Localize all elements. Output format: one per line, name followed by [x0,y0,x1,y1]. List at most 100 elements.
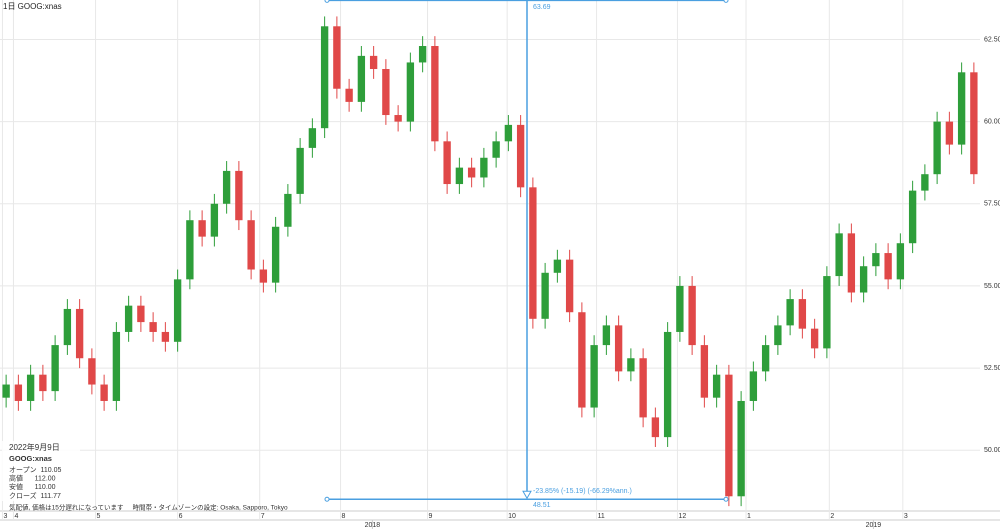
candle-body [676,285,684,332]
candle-body [492,141,500,158]
info-box [2,441,80,501]
year-label: 2018 [365,522,381,529]
candle-body [908,190,917,244]
candle-body [835,233,843,277]
candle-body [712,374,721,398]
candle-body [296,147,304,194]
candle-body [504,124,513,142]
x-tick-label: 4 [14,513,18,520]
candle-body [565,259,574,313]
candle-body [124,305,133,332]
candle-body [235,170,243,221]
candle-body [798,299,807,329]
candle-body [443,141,451,185]
candle-body [186,220,194,280]
candle-body [345,88,353,102]
candle-body [590,345,598,408]
y-tick-label: 55.00 [984,283,1000,290]
x-tick-label: 2 [830,513,834,520]
measure-handle [324,0,330,3]
candle-body [222,170,231,204]
candle-body [529,187,537,319]
candle-body [51,345,59,392]
candle-body [541,272,549,319]
candle-body [553,259,562,273]
info-row: オープン 110.05 [9,466,61,474]
candle-body [847,233,856,293]
candle-body [357,55,366,102]
candle-body [418,46,427,63]
candle-body [957,72,966,145]
candle-body [970,72,978,175]
candle-body [651,417,660,438]
info-row: 安値 110.00 [9,482,56,491]
candle-body [308,128,317,148]
candle-body [2,384,10,398]
candle-body [100,384,108,401]
candle-body [945,121,954,145]
measure-handle [723,0,729,3]
candle-body [75,308,84,359]
candle-body [663,331,672,438]
candle-body [284,193,292,227]
candle-body [737,400,745,497]
candle-body [859,266,868,293]
candle-body [627,358,635,372]
x-tick-label: 10 [508,513,516,520]
candle-body [382,69,390,116]
candle-body [63,308,72,346]
measure-end-label: 48.51 [533,502,551,509]
measure-handle [324,496,330,502]
x-tick-label: 7 [261,513,265,520]
measure-start-label: 63.69 [533,4,551,11]
candle-body [688,285,696,346]
x-tick-label: 8 [342,513,346,520]
info-row: クローズ 111.77 [9,491,61,500]
chart-title: 1日 GOOG:xnas [3,2,62,11]
candle-body [406,62,415,122]
y-tick-label: 57.50 [984,201,1000,208]
x-tick-label: 9 [429,513,433,520]
candle-body [896,243,905,280]
candle-body [480,157,488,178]
candle-body [810,328,819,349]
candle-body [271,226,280,283]
candle-body [333,26,341,89]
candle-body [210,203,219,237]
candle-body [761,345,770,372]
y-tick-label: 62.50 [984,36,1000,43]
candle-body [39,374,47,392]
y-tick-label: 50.00 [984,447,1000,454]
candle-body [749,371,758,401]
candle-body [173,279,182,342]
x-tick-label: 6 [179,513,183,520]
x-tick-label: 11 [598,513,605,520]
x-tick-label: 1 [747,513,751,520]
candle-body [872,253,880,267]
candle-body [614,325,623,372]
candle-body [725,374,733,497]
footer-note: 気配値, 価格は15分遅れになっています 時間帯・タイムゾーンの設定: Osak… [9,503,288,512]
candle-body [700,345,709,398]
info-date: 2022年9月9日 [9,442,60,452]
candle-body [137,305,145,323]
candle-body [259,269,268,283]
candle-body [26,374,35,401]
candle-body [431,46,439,142]
candle-body [394,115,402,122]
x-tick-label: 3 [3,513,7,520]
measure-change-label: -23.85% (-15.19) (-66.29%ann.) [533,488,632,495]
candle-body [639,358,647,418]
candle-body [578,312,586,408]
candle-body [516,124,525,188]
candle-body [247,220,255,270]
candle-body [823,276,831,349]
candle-body [774,325,782,346]
candle-body [369,55,378,70]
candle-body [320,26,329,129]
candle-body [161,331,170,342]
candle-body [933,121,941,175]
candle-body [112,331,121,401]
measure-handle [723,496,729,502]
